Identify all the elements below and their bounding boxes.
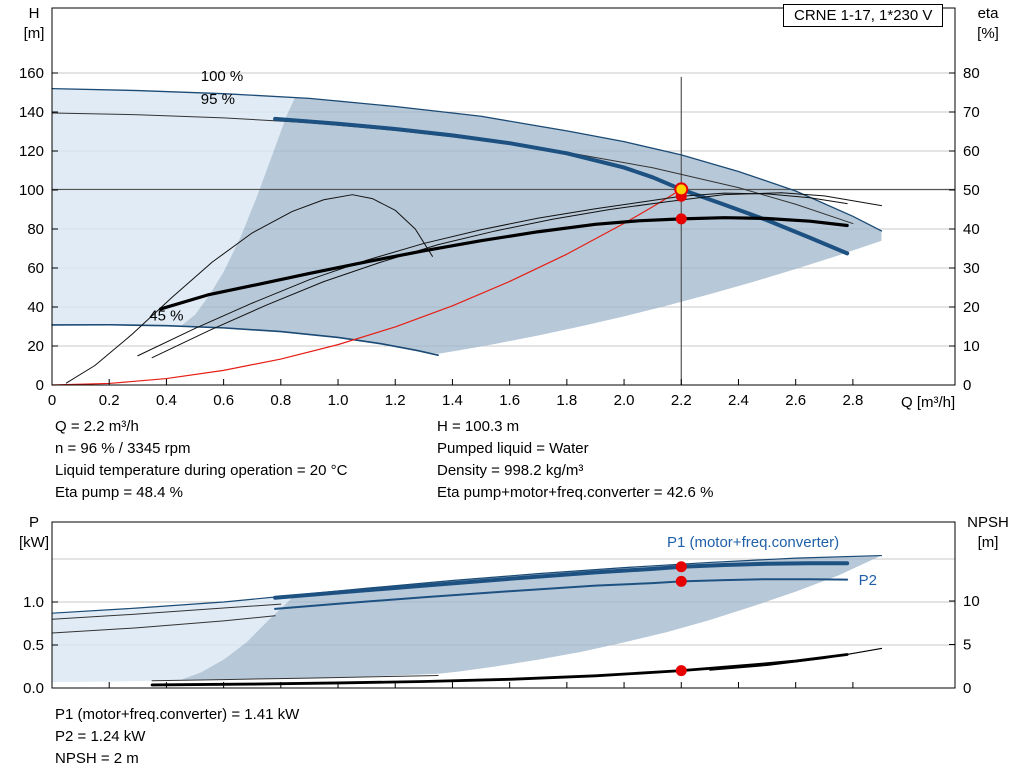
right-tick-label: 0 (963, 377, 971, 394)
npsh-axis-unit: [m] (977, 534, 999, 551)
x-tick-label: 2.6 (785, 392, 806, 409)
x-tick-label: 1.4 (442, 392, 463, 409)
x-tick-label: 2.4 (728, 392, 749, 409)
curve-label: 95 % (201, 91, 235, 108)
info-line-p2: P2 = 1.24 kW (55, 728, 146, 745)
info-line-q: Q = 2.2 m³/h (55, 418, 139, 435)
left-tick-label: 100 (19, 182, 44, 199)
left-tick-label: 140 (19, 104, 44, 121)
p2-100pct-curve (51, 615, 276, 634)
x-tick-label: 1.0 (328, 392, 349, 409)
duty-info-left: Q = 2.2 m³/h n = 96 % / 3345 rpm Liquid … (55, 416, 347, 504)
right-tick-label: 40 (963, 221, 980, 238)
curve-label: P2 (859, 572, 877, 589)
left-tick-label: 0.0 (23, 680, 44, 697)
curve-100pct (51, 87, 883, 232)
x-tick-label: 2.0 (614, 392, 635, 409)
left-tick-label: 160 (19, 65, 44, 82)
eta-axis-title: eta (977, 5, 999, 22)
p-axis-title: P (28, 514, 39, 531)
info-line-temperature: Liquid temperature during operation = 20… (55, 462, 348, 479)
curve-label: 45 % (149, 308, 183, 325)
left-tick-label: 1.0 (23, 594, 44, 611)
eta-total-duty (159, 216, 849, 311)
head-duty-point (674, 182, 689, 197)
npsh-axis-title: NPSH (967, 514, 1009, 531)
npsh-duty-curve (150, 653, 849, 687)
eta-total-duty-point (675, 213, 687, 225)
p2-duty-curve (274, 578, 849, 610)
info-line-npsh: NPSH = 2 m (55, 750, 139, 767)
right-tick-label: 5 (963, 637, 971, 654)
x-tick-label: 0.6 (213, 392, 234, 409)
x-tick-label: 1.8 (556, 392, 577, 409)
p1-100pct-curve (51, 554, 883, 614)
p1-95pct-curve (51, 603, 282, 620)
left-tick-label: 0 (36, 377, 44, 394)
pump-model-label: CRNE 1-17, 1*230 V (783, 4, 944, 27)
right-tick-label: 10 (963, 338, 980, 355)
right-tick-label: 0 (963, 680, 971, 697)
x-tick-label: 0.2 (99, 392, 120, 409)
left-tick-label: 0.5 (23, 637, 44, 654)
left-tick-label: 120 (19, 143, 44, 160)
speed-envelope-light (52, 88, 296, 327)
p-45pct-curve (151, 675, 439, 682)
power-npsh-chart: 0.0 0.5 1.0 0 5 10 P1 (motor+freq.converter) P2 (23, 521, 980, 697)
h-axis-title: H (28, 5, 40, 22)
plot-frame (51, 7, 956, 386)
curve-label: P1 (motor+freq.converter) (667, 534, 839, 551)
h-axis-unit: [m] (23, 25, 45, 42)
curve-label: 100 % (201, 68, 244, 85)
x-tick-label: 2.2 (671, 392, 692, 409)
power-envelope-light (52, 595, 296, 683)
power-info: P1 (motor+freq.converter) = 1.41 kW P2 =… (55, 704, 299, 770)
right-tick-label: 80 (963, 65, 980, 82)
duty-speed-curve (273, 116, 850, 256)
x-tick-label: 1.6 (499, 392, 520, 409)
info-line-eta-total: Eta pump+motor+freq.converter = 42.6 % (437, 484, 714, 501)
x-tick-label: 0 (48, 392, 56, 409)
x-tick-label: 0.4 (156, 392, 177, 409)
x-tick-label: 2.8 (842, 392, 863, 409)
info-line-p1: P1 (motor+freq.converter) = 1.41 kW (55, 706, 300, 723)
plot-frame (51, 521, 956, 689)
right-tick-label: 30 (963, 260, 980, 277)
info-line-eta-pump: Eta pump = 48.4 % (55, 484, 183, 501)
operating-envelope (180, 97, 882, 354)
npsh-duty-point (675, 665, 687, 677)
p-axis-unit: [kW] (19, 534, 49, 551)
info-line-head: H = 100.3 m (437, 418, 520, 435)
p1-duty-point (675, 561, 687, 573)
duty-info-right: H = 100.3 m Pumped liquid = Water Densit… (437, 416, 713, 504)
curve-45pct (51, 323, 439, 356)
left-tick-label: 40 (27, 299, 44, 316)
p2-duty-point (675, 575, 687, 587)
left-tick-label: 20 (27, 338, 44, 355)
left-tick-label: 60 (27, 260, 44, 277)
head-flow-chart: 0 0.2 0.4 0.6 0.8 1.0 1.2 1.4 1.6 1.8 2.0 2.2 2.4 2.6… (19, 7, 980, 409)
p1-duty-curve (273, 561, 850, 600)
info-line-density: Density = 998.2 kg/m³ (437, 462, 584, 479)
info-line-speed: n = 96 % / 3345 rpm (55, 440, 191, 457)
right-tick-label: 20 (963, 299, 980, 316)
info-line-liquid: Pumped liquid = Water (437, 440, 589, 457)
x-tick-label: 1.2 (385, 392, 406, 409)
x-tick-label: 0.8 (270, 392, 291, 409)
eta-pump-45pct (65, 194, 433, 384)
right-tick-label: 70 (963, 104, 980, 121)
power-envelope (180, 555, 882, 680)
eta-axis-unit: [%] (977, 25, 999, 42)
left-tick-label: 80 (27, 221, 44, 238)
q-axis-title: Q [m³/h] (901, 394, 956, 411)
right-tick-label: 10 (963, 593, 980, 610)
npsh-100pct-curve (709, 647, 883, 671)
right-tick-label: 60 (963, 143, 980, 160)
eta-pump-100pct (151, 192, 882, 359)
right-tick-label: 50 (963, 182, 980, 199)
